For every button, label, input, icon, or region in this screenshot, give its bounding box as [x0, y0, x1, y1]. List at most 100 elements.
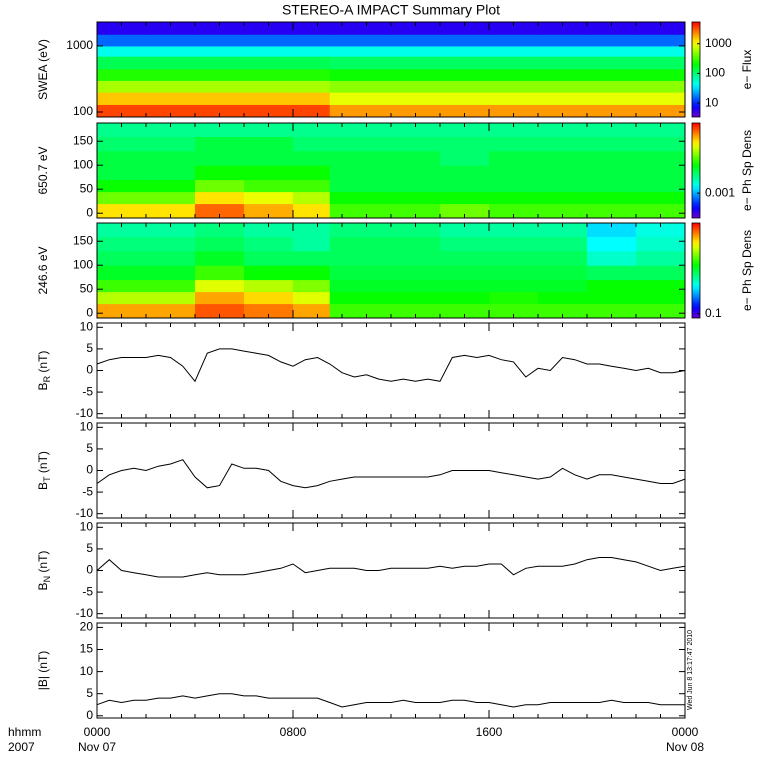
heatmap-cell — [244, 150, 294, 166]
y-tick-label: 100 — [73, 104, 93, 118]
heatmap-cell — [587, 56, 637, 70]
heatmap-cell — [636, 34, 686, 47]
heatmap-cell — [146, 265, 196, 281]
heatmap-cell — [391, 80, 441, 93]
heatmap-cell — [97, 80, 147, 93]
heatmap-cell — [391, 291, 441, 305]
heatmap-cell — [244, 191, 294, 205]
heatmap-cell — [329, 291, 392, 305]
heatmap-cell — [489, 223, 539, 237]
colorbar — [691, 122, 701, 219]
heatmap-cell — [97, 123, 147, 137]
colorbar-tick-label: 0.1 — [705, 306, 722, 320]
colorbar-tick-label: 100 — [705, 66, 725, 80]
heatmap-cell — [391, 223, 441, 237]
heatmap-cell — [329, 56, 392, 70]
heatmap-cell — [244, 80, 294, 93]
heatmap-cell — [391, 22, 441, 35]
heatmap-cell — [636, 92, 686, 105]
heatmap-cell — [146, 56, 196, 70]
heatmap-cell — [440, 22, 490, 35]
heatmap-cell — [329, 80, 392, 93]
colorbar-label: e− Flux — [740, 50, 754, 90]
heatmap-cell — [636, 22, 686, 35]
y-label-unit: (nT) — [36, 451, 50, 476]
heatmap-cell — [146, 223, 196, 237]
y-tick-label: 10 — [80, 419, 94, 433]
heatmap-cell — [391, 150, 441, 166]
data-line — [96, 459, 686, 489]
heatmap-cell — [636, 203, 686, 219]
heatmap-cell — [440, 179, 490, 193]
y-axis-label: BT (nT) — [36, 451, 52, 490]
heatmap-cell — [587, 250, 637, 266]
heatmap-cell — [329, 136, 392, 152]
heatmap-cell — [538, 56, 588, 70]
heatmap-cell — [636, 291, 686, 305]
heatmap-cell — [440, 265, 490, 281]
heatmap-cell — [587, 165, 637, 181]
y-tick-label: -10 — [76, 606, 94, 620]
heatmap-cell — [587, 80, 637, 93]
heatmap-cell — [146, 34, 196, 47]
heatmap-cell — [329, 203, 392, 219]
heatmap-cell — [146, 250, 196, 266]
heatmap-cell — [195, 150, 245, 166]
heatmap-cell — [146, 303, 196, 319]
heatmap-cell — [244, 56, 294, 70]
heatmap-cell — [329, 92, 392, 105]
y-label-sub: T — [42, 476, 52, 482]
colorbar-tick-label: 10 — [705, 95, 719, 109]
heatmap-cell — [489, 303, 539, 319]
heatmap-cell — [489, 191, 539, 205]
heatmap-cell — [489, 165, 539, 181]
heatmap-cell — [440, 80, 490, 93]
heatmap-cell — [293, 223, 331, 237]
y-tick-label: 15 — [80, 642, 94, 656]
heatmap-cell — [195, 136, 245, 152]
heatmap-cell — [391, 123, 441, 137]
y-axis-label: |B| (nT) — [36, 651, 50, 691]
heatmap-cell — [587, 92, 637, 105]
heatmap-cell — [489, 291, 539, 305]
heatmap-cell — [636, 179, 686, 193]
heatmap-cell — [293, 191, 331, 205]
heatmap-cell — [244, 68, 294, 81]
heatmap-cell — [244, 92, 294, 105]
x-axis-unit-label: hhmm — [8, 725, 41, 739]
colorbar — [691, 21, 701, 118]
heatmap-cell — [587, 279, 637, 293]
heatmap-cell — [195, 92, 245, 105]
heatmap-cell — [489, 136, 539, 152]
heatmap-cell — [329, 279, 392, 293]
heatmap-cell — [146, 191, 196, 205]
heatmap-cell — [329, 34, 392, 47]
heatmap-cell — [391, 104, 441, 118]
y-tick-label: 5 — [86, 441, 93, 455]
heatmap-cell — [440, 68, 490, 81]
heatmap-cell — [489, 22, 539, 35]
y-axis-label: 246.6 eV — [36, 246, 50, 294]
heatmap-cell — [97, 104, 147, 118]
x-tick-label: 1600 — [476, 725, 503, 739]
heatmap-cell — [538, 265, 588, 281]
heatmap-cell — [636, 150, 686, 166]
heatmap-cell — [538, 236, 588, 252]
heatmap-cell — [440, 165, 490, 181]
heatmap-cell — [195, 223, 245, 237]
heatmap-cell — [391, 165, 441, 181]
heatmap-cell — [489, 80, 539, 93]
heatmap-cell — [195, 303, 245, 319]
heatmap-cell — [329, 191, 392, 205]
y-tick-label: -5 — [82, 384, 93, 398]
heatmap-cell — [636, 191, 686, 205]
heatmap-cell — [244, 104, 294, 118]
heatmap-cell — [587, 265, 637, 281]
y-tick-label: 0 — [86, 363, 93, 377]
y-tick-label: 0 — [86, 463, 93, 477]
date-label: Nov 08 — [666, 740, 704, 754]
heatmap-cell — [440, 56, 490, 70]
heatmap-cell — [195, 279, 245, 293]
heatmap-cell — [329, 165, 392, 181]
heatmap-cell — [636, 56, 686, 70]
